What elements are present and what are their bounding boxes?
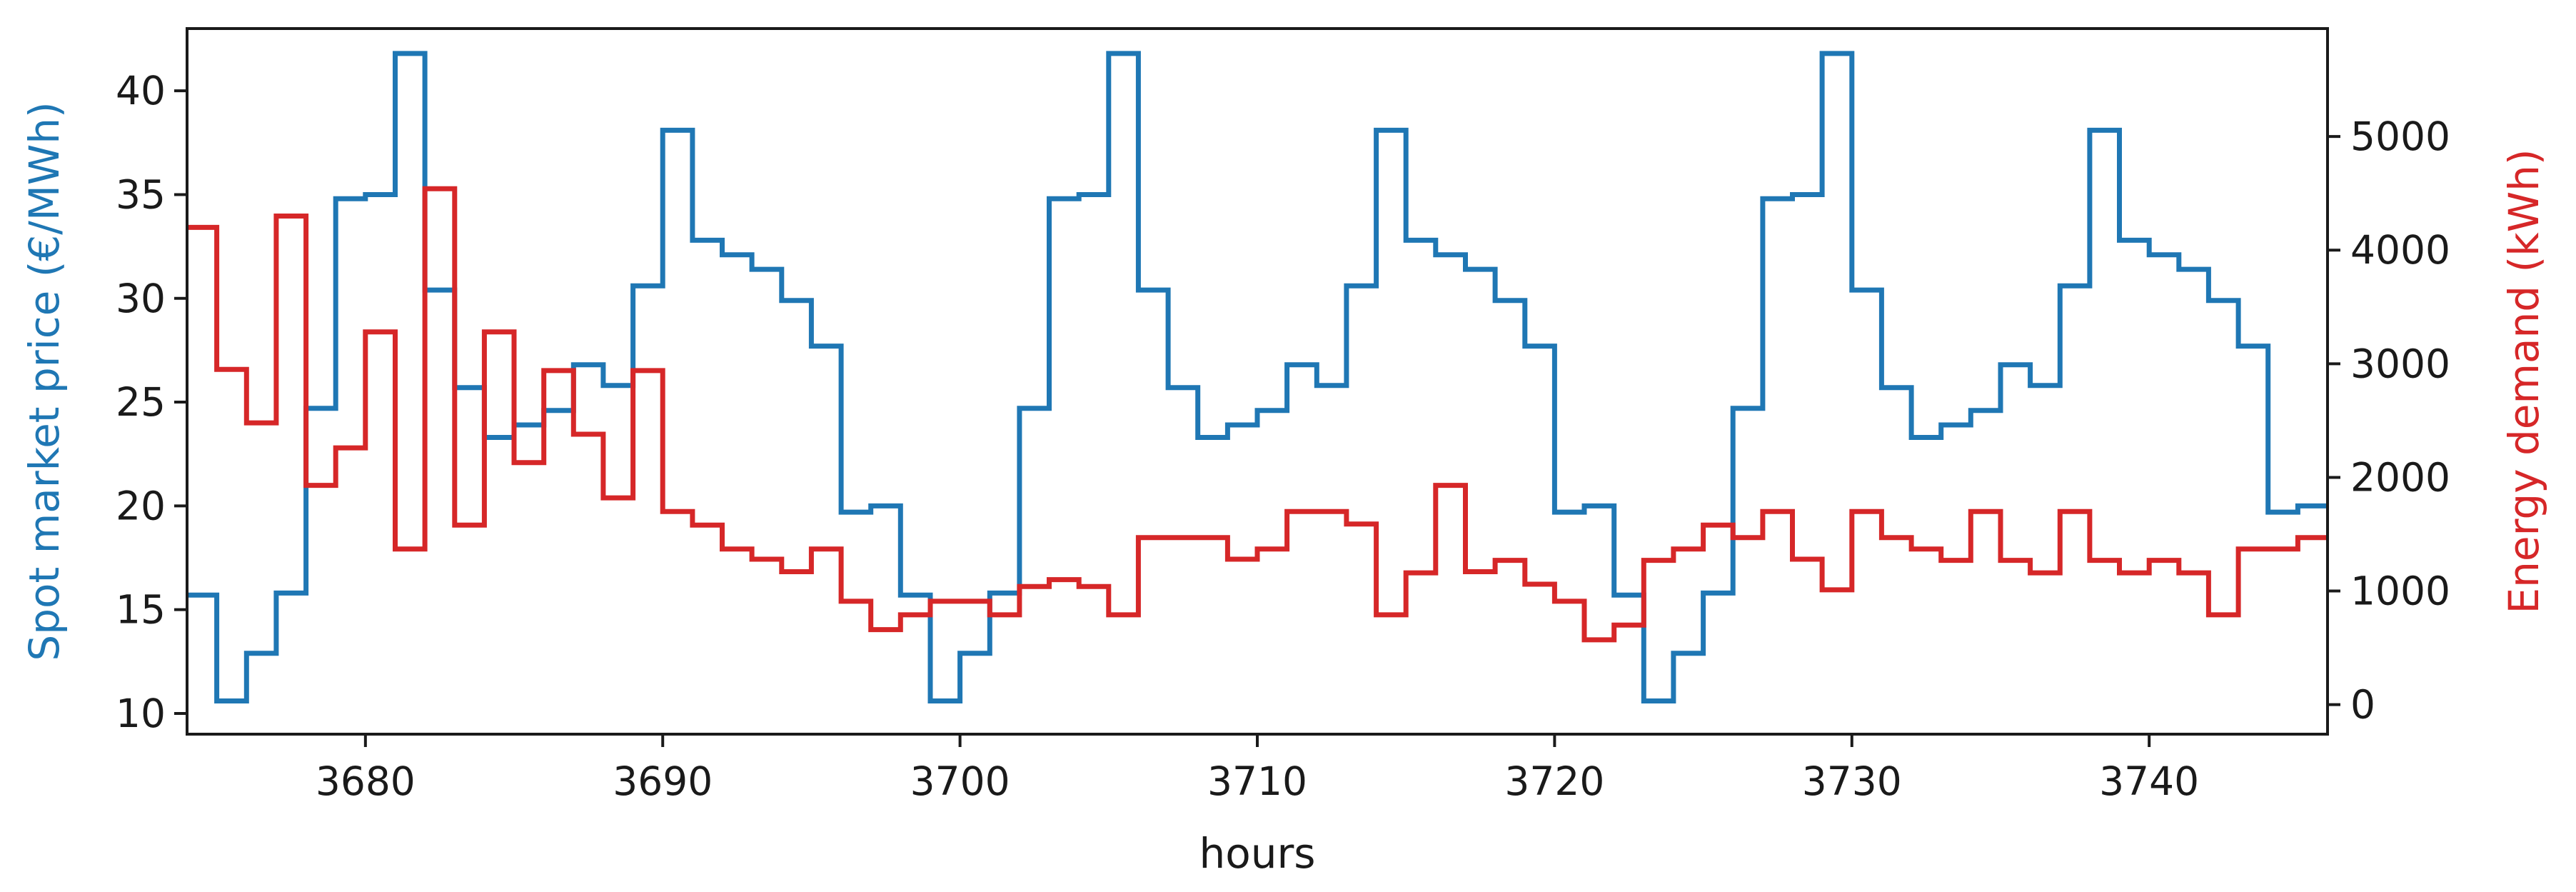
x-tick-label: 3690 (613, 758, 713, 804)
x-axis: 3680 3690 3700 3710 3720 3730 3740 (316, 734, 2199, 804)
y-right-tick-label: 0 (2350, 682, 2375, 728)
y-axis-right-label: Energy demand (kWh) (2500, 149, 2548, 614)
x-tick-label: 3710 (1207, 758, 1307, 804)
y-right-tick-label: 5000 (2350, 114, 2450, 159)
y-axis-left: 10 15 20 25 30 35 40 (116, 68, 187, 736)
y-left-tick-label: 15 (116, 587, 166, 633)
y-left-tick-label: 40 (116, 68, 166, 114)
x-tick-label: 3730 (1802, 758, 1902, 804)
y-right-tick-label: 1000 (2350, 568, 2450, 614)
y-left-tick-label: 35 (116, 171, 166, 217)
plot-background (187, 29, 2328, 734)
y-left-tick-label: 10 (116, 691, 166, 736)
y-left-tick-label: 25 (116, 379, 166, 425)
y-right-tick-label: 2000 (2350, 454, 2450, 500)
y-right-tick-label: 3000 (2350, 341, 2450, 386)
y-right-tick-label: 4000 (2350, 227, 2450, 273)
y-axis-left-label: Spot market price (€/MWh) (20, 101, 69, 661)
x-tick-label: 3740 (2099, 758, 2199, 804)
series-line-energy-demand (187, 186, 2328, 643)
plot-area (187, 29, 2328, 734)
x-tick-label: 3720 (1504, 758, 1604, 804)
y-left-tick-label: 20 (116, 483, 166, 528)
x-tick-label: 3700 (910, 758, 1010, 804)
x-axis-label: hours (1199, 829, 1315, 878)
x-tick-label: 3680 (316, 758, 416, 804)
y-left-tick-label: 30 (116, 276, 166, 321)
series-layer (187, 51, 2328, 703)
y-axis-right: 0 1000 2000 3000 4000 5000 (2328, 114, 2450, 728)
